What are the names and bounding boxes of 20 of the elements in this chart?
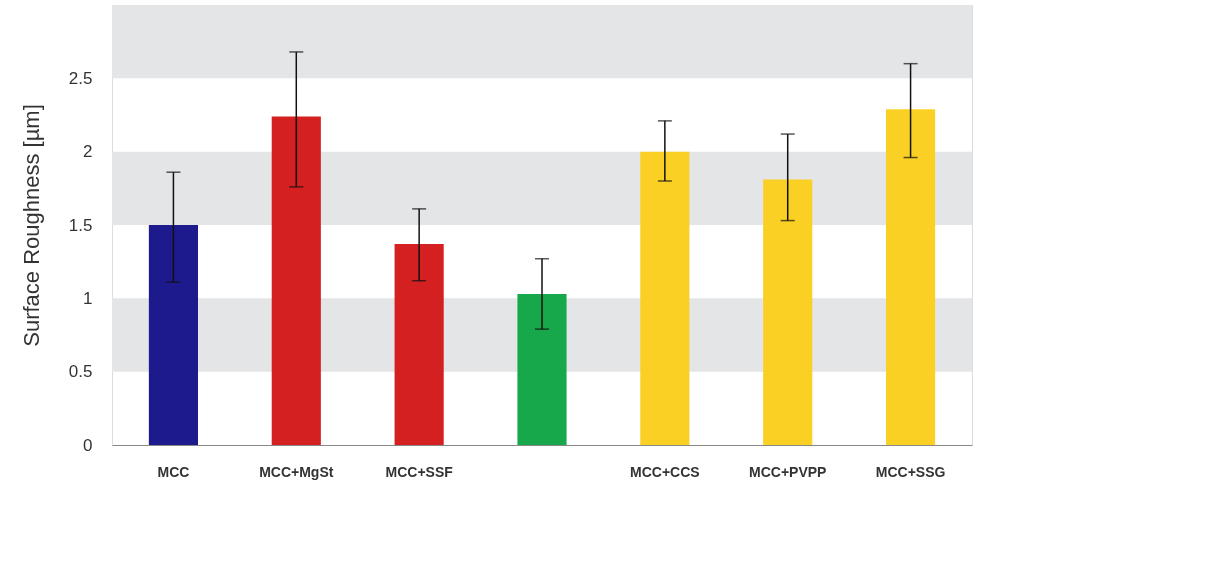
x-tick-label: MCC+PVPP	[749, 463, 827, 480]
bar	[640, 151, 690, 445]
y-axis-title: Surface Roughness [µm]	[18, 104, 44, 347]
x-tick-label: MCC+SSF	[385, 463, 454, 480]
x-tick-label: MCC+MgSt	[259, 463, 334, 480]
bar	[394, 244, 444, 445]
y-tick-label: 2	[83, 142, 93, 162]
bar	[517, 293, 567, 445]
y-tick-label: 2.5	[68, 68, 93, 88]
x-tick-label: MCC+CCS	[630, 463, 700, 480]
y-tick-label: 1.5	[68, 215, 93, 235]
bar	[886, 109, 936, 445]
bar	[271, 116, 321, 445]
y-tick-label: 0.5	[68, 362, 93, 382]
bar	[763, 179, 813, 445]
x-tick-label: MCC	[157, 463, 190, 480]
bar	[148, 225, 198, 445]
y-tick-label: 0	[83, 435, 93, 455]
x-tick-label: MCC+SSG	[875, 463, 946, 480]
y-tick-label: 1	[83, 288, 93, 308]
